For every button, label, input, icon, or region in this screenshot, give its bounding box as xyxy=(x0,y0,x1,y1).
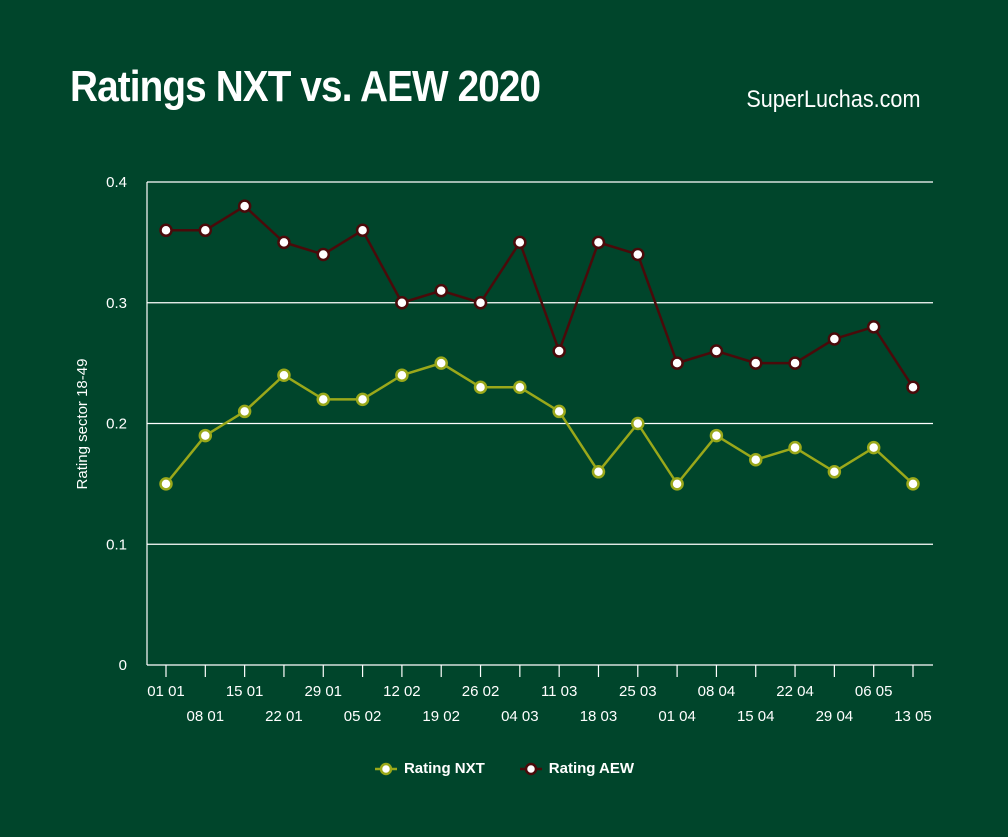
x-tick-label: 12 02 xyxy=(383,683,421,700)
legend-label-aew: Rating AEW xyxy=(548,760,635,777)
data-point[interactable] xyxy=(355,392,370,407)
data-point[interactable] xyxy=(827,332,842,346)
y-tick-label: 0.1 xyxy=(106,536,127,553)
x-tick-label: 26 02 xyxy=(462,683,500,700)
data-point[interactable] xyxy=(513,380,527,395)
data-point[interactable] xyxy=(670,356,684,370)
x-tick-label: 15 04 xyxy=(737,708,775,725)
x-tick-label: 04 03 xyxy=(501,708,539,725)
data-point[interactable] xyxy=(434,356,448,370)
data-point[interactable] xyxy=(277,368,291,382)
y-tick-label: 0.3 xyxy=(106,295,127,312)
series-0 xyxy=(159,356,920,491)
data-point[interactable] xyxy=(355,223,370,238)
legend-marker-nxt xyxy=(374,762,397,775)
data-point[interactable] xyxy=(395,296,409,310)
data-point[interactable] xyxy=(709,344,724,358)
data-point[interactable] xyxy=(198,223,213,238)
x-tick-label: 15 01 xyxy=(226,683,264,700)
data-point[interactable] xyxy=(473,380,488,395)
y-tick-label: 0.4 xyxy=(106,174,127,191)
data-point[interactable] xyxy=(748,452,763,467)
data-point[interactable] xyxy=(591,465,606,479)
series-line xyxy=(165,361,914,486)
x-tick-label: 13 05 xyxy=(894,708,932,725)
data-point[interactable] xyxy=(277,235,291,250)
x-tick-label: 11 03 xyxy=(541,683,577,700)
legend: Rating NXT Rating AEW xyxy=(0,760,1008,777)
x-tick-label: 29 01 xyxy=(304,683,342,700)
y-tick-label: 0 xyxy=(119,657,127,674)
data-point[interactable] xyxy=(316,392,331,407)
x-tick-label: 18 03 xyxy=(580,708,618,725)
data-point[interactable] xyxy=(159,223,173,238)
x-tick-label: 29 04 xyxy=(816,708,854,725)
data-point[interactable] xyxy=(237,199,252,213)
y-tick-label: 0.2 xyxy=(106,416,127,433)
data-point[interactable] xyxy=(709,428,724,443)
data-point[interactable] xyxy=(552,344,566,358)
x-tick-label: 05 02 xyxy=(344,708,382,725)
data-point[interactable] xyxy=(827,465,842,479)
data-point[interactable] xyxy=(670,477,684,491)
series xyxy=(159,199,920,491)
x-tick-label: 06 05 xyxy=(855,683,893,700)
data-point[interactable] xyxy=(748,356,763,370)
brand-label: SuperLuchas.com xyxy=(745,86,920,113)
data-point[interactable] xyxy=(591,235,606,250)
x-tick-label: 01 01 xyxy=(147,683,185,700)
x-tick-label: 22 01 xyxy=(265,708,303,725)
data-point[interactable] xyxy=(788,440,802,455)
data-point[interactable] xyxy=(434,283,448,298)
data-point[interactable] xyxy=(906,380,920,395)
data-point[interactable] xyxy=(473,296,488,310)
y-tick-labels: 0 0.1 0.2 0.3 0.4 xyxy=(106,174,127,674)
x-tick-label: 08 04 xyxy=(698,683,736,700)
data-point[interactable] xyxy=(159,477,173,491)
series-1 xyxy=(159,199,920,395)
legend-marker-aew xyxy=(519,762,542,775)
data-point[interactable] xyxy=(788,356,802,370)
data-point[interactable] xyxy=(198,428,213,443)
data-point[interactable] xyxy=(237,404,252,419)
data-point[interactable] xyxy=(513,235,527,250)
x-tick-label: 22 04 xyxy=(776,683,814,700)
x-tick-label: 08 01 xyxy=(187,708,225,725)
legend-item-nxt[interactable]: Rating NXT xyxy=(374,760,485,777)
data-point[interactable] xyxy=(552,404,566,419)
data-point[interactable] xyxy=(631,416,645,431)
data-point[interactable] xyxy=(906,477,920,491)
y-axis-label: Rating sector 18-49 xyxy=(74,359,91,490)
axes xyxy=(146,182,933,677)
data-point[interactable] xyxy=(866,320,881,334)
data-point[interactable] xyxy=(866,440,881,455)
legend-label-nxt: Rating NXT xyxy=(403,760,485,777)
data-point[interactable] xyxy=(316,247,331,262)
data-point[interactable] xyxy=(395,368,409,382)
x-tick-label: 01 04 xyxy=(658,708,696,725)
legend-item-aew[interactable]: Rating AEW xyxy=(519,760,634,777)
data-point[interactable] xyxy=(631,247,645,262)
grid-lines xyxy=(147,181,933,545)
chart-title: Ratings NXT vs. AEW 2020 xyxy=(70,62,541,111)
x-tick-label: 25 03 xyxy=(619,683,657,700)
x-tick-label: 19 02 xyxy=(422,708,460,725)
